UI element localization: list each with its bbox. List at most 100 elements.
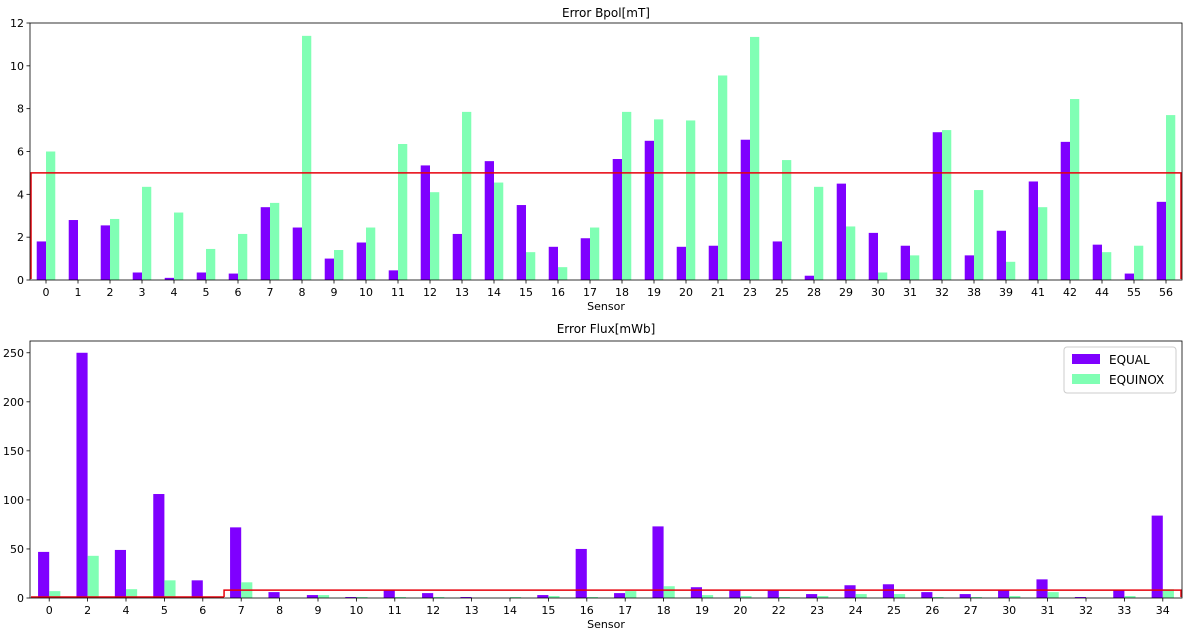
bar-equal-23 [740, 139, 750, 280]
bar-equinox-10 [356, 597, 368, 598]
bar-equal-10 [345, 597, 357, 598]
chart-title: Error Bpol[mT] [562, 6, 650, 20]
x-tick-label: 20 [733, 604, 747, 617]
bar-equinox-42 [1070, 99, 1080, 280]
x-tick-label: 3 [139, 286, 146, 299]
bar-equinox-31 [1047, 592, 1059, 598]
bar-equinox-33 [1124, 596, 1136, 598]
x-tick-label: 13 [465, 604, 479, 617]
bar-equinox-22 [778, 597, 790, 598]
bar-equal-9 [324, 258, 334, 280]
y-tick-label: 0 [17, 274, 24, 287]
y-tick-label: 150 [3, 445, 24, 458]
bar-equal-20 [676, 246, 686, 280]
bar-equal-25 [772, 241, 782, 280]
x-tick-label: 24 [849, 604, 863, 617]
y-tick-label: 12 [10, 17, 24, 30]
bar-equal-4 [114, 549, 126, 598]
x-tick-label: 33 [1117, 604, 1131, 617]
bar-equal-41 [1028, 181, 1038, 280]
bar-equinox-5 [206, 248, 216, 280]
x-tick-label: 5 [161, 604, 168, 617]
bar-equinox-18 [622, 111, 632, 280]
x-tick-label: 15 [519, 286, 533, 299]
bar-equinox-23 [750, 36, 760, 280]
bar-equinox-28 [814, 186, 824, 280]
bar-equinox-30 [878, 272, 888, 280]
bar-equal-30 [998, 590, 1010, 598]
bar-equinox-55 [1134, 245, 1144, 280]
y-tick-label: 250 [3, 347, 24, 360]
bar-equal-9 [306, 595, 318, 598]
x-tick-label: 27 [964, 604, 978, 617]
x-tick-label: 15 [541, 604, 555, 617]
bar-equal-15 [516, 205, 526, 280]
x-tick-label: 30 [871, 286, 885, 299]
bar-equinox-25 [782, 160, 792, 280]
bar-equinox-17 [590, 227, 600, 280]
bar-equal-7 [260, 207, 270, 280]
bar-equal-32 [1074, 597, 1086, 598]
x-tick-label: 56 [1159, 286, 1173, 299]
bar-equinox-44 [1102, 252, 1112, 280]
x-tick-label: 23 [810, 604, 824, 617]
x-tick-label: 7 [267, 286, 274, 299]
bar-equal-15 [537, 595, 549, 598]
bar-equal-18 [652, 526, 664, 598]
plot-frame [29, 22, 1183, 281]
bar-equinox-27 [970, 597, 982, 598]
bar-equal-29 [836, 183, 846, 281]
x-tick-label: 32 [935, 286, 949, 299]
threshold-line [30, 172, 1182, 279]
bar-equinox-25 [894, 594, 906, 598]
bar-equal-11 [388, 270, 398, 280]
bar-equinox-26 [932, 597, 944, 598]
x-axis-label: Sensor [587, 300, 625, 313]
bar-equal-16 [548, 246, 558, 280]
bar-equal-13 [460, 597, 472, 598]
bar-equal-13 [452, 233, 462, 280]
bar-equal-7 [230, 527, 242, 598]
bar-equinox-8 [302, 35, 312, 280]
bar-equal-19 [644, 140, 654, 280]
bar-equal-31 [1036, 579, 1048, 598]
bar-equal-20 [729, 590, 741, 598]
bar-equal-0 [38, 551, 50, 598]
bar-equal-5 [153, 494, 165, 598]
bar-equal-21 [708, 245, 718, 280]
bar-equinox-15 [548, 596, 560, 598]
bar-equinox-2 [110, 218, 120, 280]
bar-equal-33 [1113, 590, 1125, 598]
y-tick-label: 0 [17, 592, 24, 605]
bar-equal-18 [612, 159, 622, 280]
bar-equinox-13 [462, 111, 472, 280]
x-tick-label: 2 [107, 286, 114, 299]
x-tick-label: 44 [1095, 286, 1109, 299]
bar-equinox-18 [663, 586, 675, 598]
bar-equinox-17 [625, 591, 637, 598]
bar-equal-55 [1124, 273, 1134, 280]
x-tick-label: 21 [711, 286, 725, 299]
y-tick-label: 6 [17, 146, 24, 159]
bar-equinox-41 [1038, 207, 1048, 280]
bar-equinox-24 [855, 594, 867, 598]
bar-equal-3 [132, 272, 142, 280]
x-tick-label: 55 [1127, 286, 1141, 299]
bar-equinox-30 [1009, 596, 1021, 598]
x-tick-label: 18 [657, 604, 671, 617]
bar-equinox-39 [1006, 261, 1016, 280]
x-tick-label: 18 [615, 286, 629, 299]
x-tick-label: 17 [618, 604, 632, 617]
bar-equal-25 [882, 584, 894, 598]
x-tick-label: 1 [75, 286, 82, 299]
x-tick-label: 14 [487, 286, 501, 299]
bar-equinox-16 [558, 267, 568, 280]
bar-equinox-3 [142, 186, 152, 280]
x-tick-label: 16 [551, 286, 565, 299]
bar-equal-39 [996, 230, 1006, 280]
x-tick-label: 10 [349, 604, 363, 617]
x-tick-label: 14 [503, 604, 517, 617]
bar-equal-2 [76, 352, 88, 598]
